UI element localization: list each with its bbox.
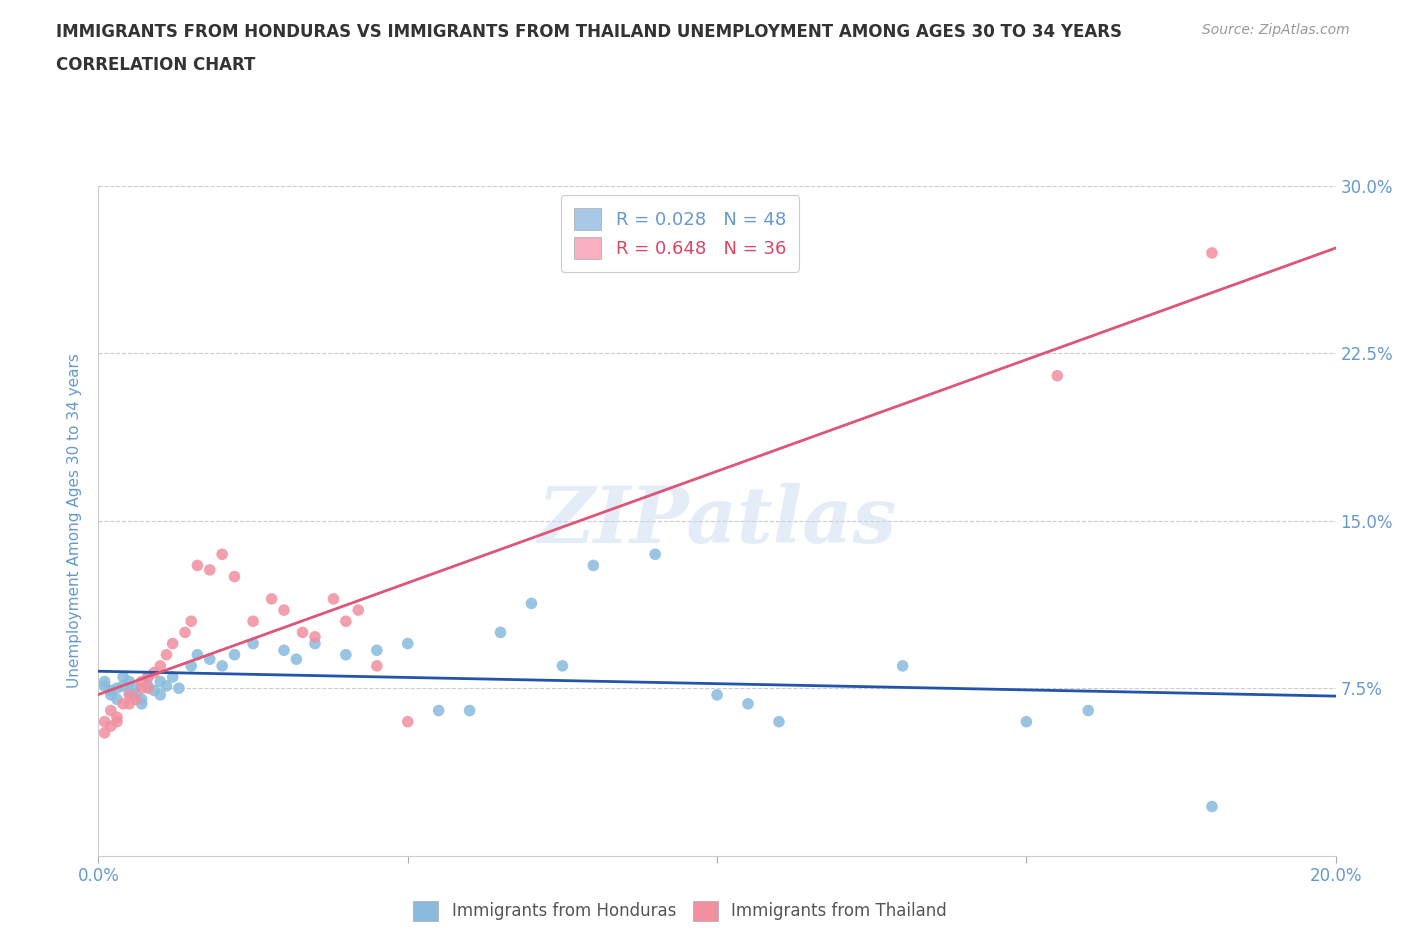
Point: [304, 630, 326, 644]
Point: [105, 710, 128, 724]
Point: [551, 658, 574, 673]
Point: [273, 643, 295, 658]
Point: [198, 652, 221, 667]
Point: [131, 697, 153, 711]
Point: [180, 614, 202, 629]
Point: [93, 674, 115, 689]
Point: [706, 687, 728, 702]
Point: [124, 687, 146, 702]
Point: [112, 679, 135, 694]
Point: [100, 719, 122, 734]
Point: [155, 679, 177, 694]
Point: [124, 692, 146, 707]
Point: [304, 636, 326, 651]
Point: [186, 647, 208, 662]
Point: [366, 658, 388, 673]
Point: [242, 614, 264, 629]
Point: [347, 603, 370, 618]
Point: [180, 658, 202, 673]
Point: [396, 636, 419, 651]
Point: [1201, 246, 1223, 260]
Point: [131, 692, 153, 707]
Point: [93, 725, 115, 740]
Point: [1015, 714, 1038, 729]
Point: [93, 679, 115, 694]
Point: [322, 591, 344, 606]
Point: [242, 636, 264, 651]
Point: [118, 685, 141, 700]
Point: [93, 714, 115, 729]
Point: [737, 697, 759, 711]
Point: [1201, 799, 1223, 814]
Point: [162, 670, 184, 684]
Point: [273, 603, 295, 618]
Point: [155, 647, 177, 662]
Point: [136, 670, 159, 684]
Point: [211, 658, 233, 673]
Point: [198, 563, 221, 578]
Point: [458, 703, 481, 718]
Point: [162, 636, 184, 651]
Point: [143, 683, 166, 698]
Point: [118, 687, 141, 702]
Text: ZIPatlas: ZIPatlas: [537, 483, 897, 559]
Point: [1077, 703, 1099, 718]
Point: [136, 681, 159, 696]
Text: CORRELATION CHART: CORRELATION CHART: [56, 56, 256, 73]
Point: [112, 670, 135, 684]
Point: [520, 596, 543, 611]
Point: [100, 687, 122, 702]
Point: [112, 697, 135, 711]
Point: [174, 625, 197, 640]
Point: [224, 569, 246, 584]
Point: [118, 674, 141, 689]
Point: [186, 558, 208, 573]
Point: [335, 614, 357, 629]
Point: [105, 692, 128, 707]
Point: [100, 683, 122, 698]
Point: [105, 714, 128, 729]
Point: [105, 681, 128, 696]
Y-axis label: Unemployment Among Ages 30 to 34 years: Unemployment Among Ages 30 to 34 years: [67, 353, 83, 688]
Point: [224, 647, 246, 662]
Point: [335, 647, 357, 662]
Point: [149, 658, 172, 673]
Point: [131, 681, 153, 696]
Point: [136, 670, 159, 684]
Point: [136, 679, 159, 694]
Point: [644, 547, 666, 562]
Point: [285, 652, 308, 667]
Point: [143, 665, 166, 680]
Point: [396, 714, 419, 729]
Point: [149, 674, 172, 689]
Text: Source: ZipAtlas.com: Source: ZipAtlas.com: [1202, 23, 1350, 37]
Point: [768, 714, 790, 729]
Point: [489, 625, 512, 640]
Point: [131, 674, 153, 689]
Legend: Immigrants from Honduras, Immigrants from Thailand: Immigrants from Honduras, Immigrants fro…: [406, 894, 953, 927]
Point: [211, 547, 233, 562]
Point: [260, 591, 283, 606]
Point: [427, 703, 450, 718]
Point: [118, 697, 141, 711]
Point: [582, 558, 605, 573]
Point: [366, 643, 388, 658]
Text: IMMIGRANTS FROM HONDURAS VS IMMIGRANTS FROM THAILAND UNEMPLOYMENT AMONG AGES 30 : IMMIGRANTS FROM HONDURAS VS IMMIGRANTS F…: [56, 23, 1122, 41]
Point: [291, 625, 314, 640]
Point: [149, 687, 172, 702]
Point: [1046, 368, 1069, 383]
Point: [100, 703, 122, 718]
Point: [891, 658, 914, 673]
Point: [167, 681, 190, 696]
Point: [124, 681, 146, 696]
